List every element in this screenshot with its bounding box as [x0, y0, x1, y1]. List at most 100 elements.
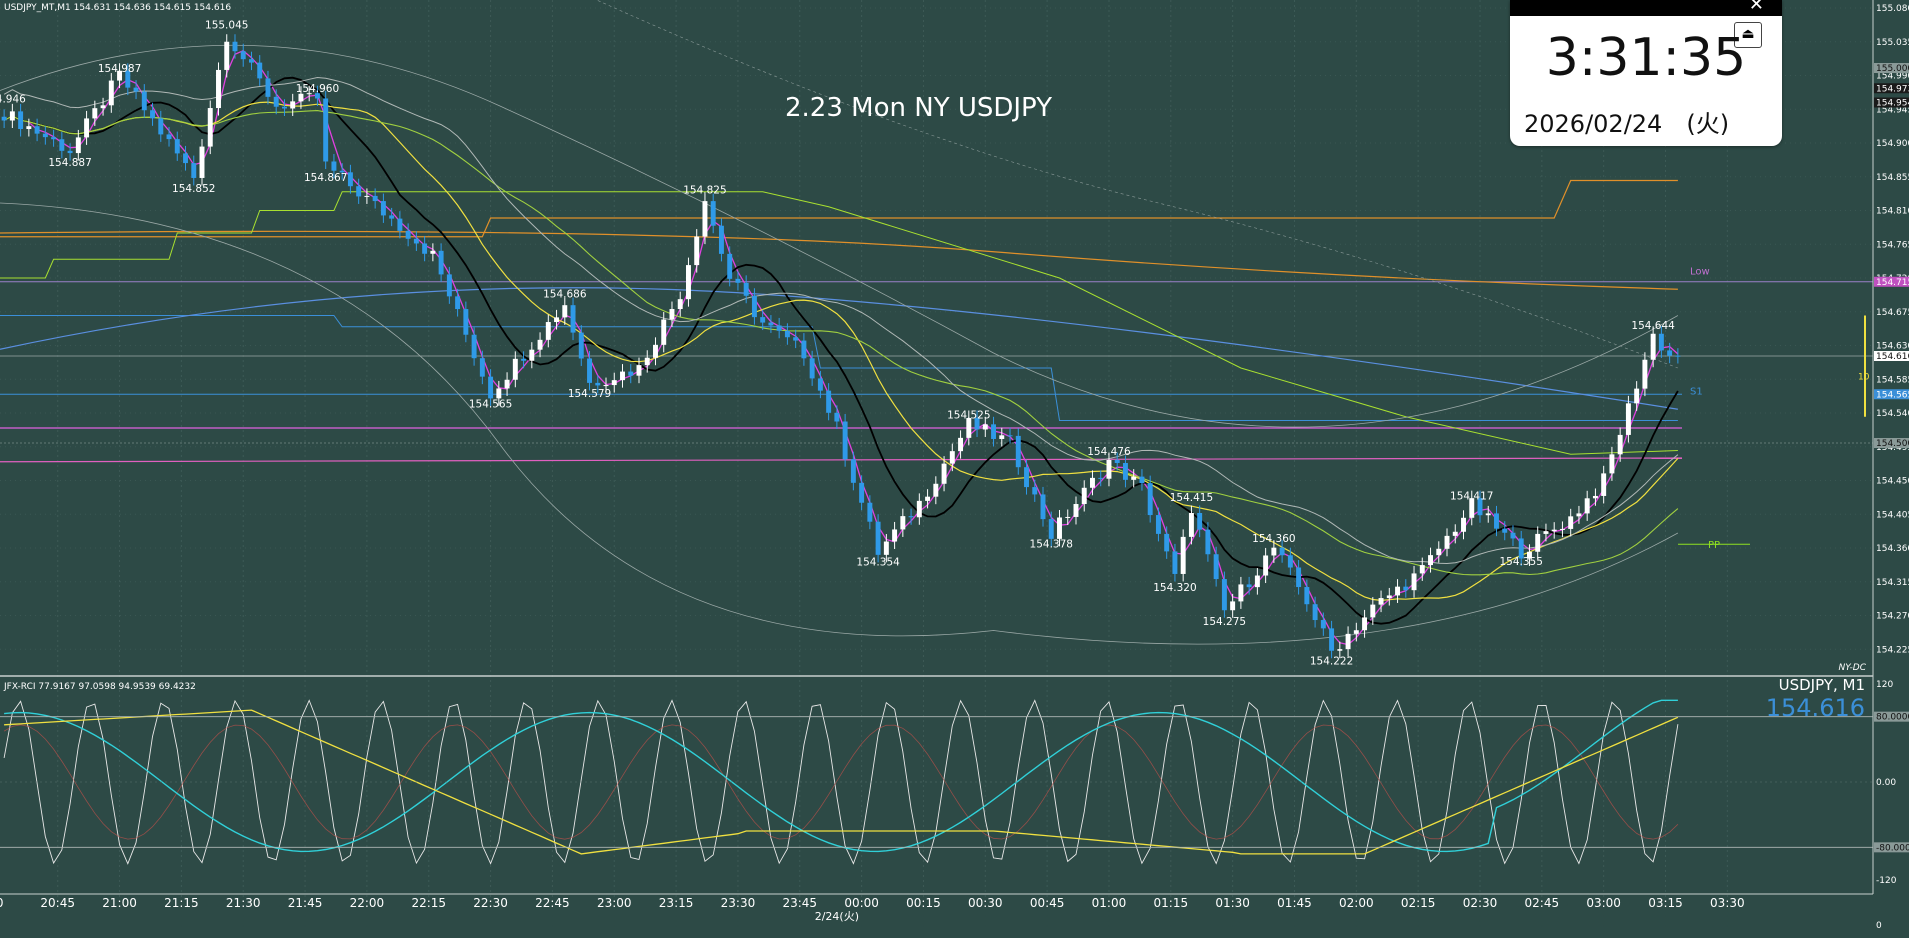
candle-body [84, 118, 90, 138]
candle-body [446, 274, 452, 297]
candle-body [1279, 547, 1285, 556]
candle-body [1213, 554, 1219, 580]
pink-level-line-lower [0, 457, 1683, 463]
candle-body [875, 521, 881, 555]
candle-body [1122, 463, 1128, 480]
price-level-lines: Low S1 PP 10 [0, 0, 1873, 645]
candle-body [892, 529, 898, 542]
candle-body [1131, 476, 1137, 480]
candle-body [611, 380, 617, 386]
candle-body [108, 80, 114, 106]
candle-body [1106, 459, 1112, 479]
candle-body [727, 253, 733, 279]
candle-body [125, 70, 131, 88]
candle-body [1370, 604, 1376, 618]
price-annotation: 154.852 [172, 183, 215, 195]
blue-ma-line [0, 287, 1678, 410]
candle-body [51, 137, 57, 140]
price-tick-label: 154.675 [1876, 308, 1909, 318]
candle-body [1428, 555, 1433, 566]
candle-body [67, 150, 73, 154]
candle-body [883, 541, 889, 555]
candle-body [982, 424, 988, 430]
candle-body [1, 116, 7, 121]
candle-body [117, 70, 123, 81]
candle-body [1221, 579, 1227, 611]
candle-body [1040, 494, 1046, 520]
candle-body [1015, 435, 1021, 468]
candle-body [1345, 633, 1351, 650]
candle-body [323, 98, 329, 162]
candle-body [521, 358, 527, 361]
candle-body [694, 236, 700, 266]
candle-body [644, 357, 650, 366]
candle-body [488, 376, 494, 399]
candle-body [1304, 587, 1310, 605]
chart-title: 2.23 Mon NY USDJPY [785, 93, 1052, 123]
candle-body [430, 250, 436, 254]
candle-body [1419, 565, 1425, 574]
orange-ma-line [0, 230, 1678, 290]
candle-body [504, 379, 510, 389]
price-tag-label: 154.973 [1876, 84, 1909, 94]
price-annotation: 154.887 [48, 157, 91, 169]
candle-body [75, 137, 81, 154]
price-annotation: 154.579 [568, 388, 611, 400]
candle-body [1469, 498, 1475, 518]
candle-body [166, 134, 172, 140]
candle-body [1617, 434, 1623, 455]
rci-cyan-line [4, 699, 1678, 853]
blue-step-line [0, 315, 1678, 421]
pivot-label: S1 [1690, 386, 1703, 397]
candle-body [265, 78, 271, 97]
candle-body [702, 201, 708, 237]
candle-body [1452, 531, 1458, 536]
candle-body [18, 111, 24, 130]
clock-widget[interactable]: ✕ ⏏ 3:31:35 2026/02/24 (火) [1510, 0, 1782, 146]
price-annotation: 154.525 [947, 409, 990, 421]
price-tag-box [1874, 389, 1909, 400]
candle-body [784, 330, 790, 338]
time-tick-label: 03:15 [1648, 896, 1683, 910]
candle-body [298, 93, 304, 102]
candle-body [661, 319, 667, 345]
price-tick-label: 154.405 [1876, 510, 1909, 520]
pin-icon[interactable]: ⏏ [1734, 22, 1762, 48]
close-icon[interactable]: ✕ [1748, 0, 1764, 15]
candle-body [1461, 517, 1466, 532]
price-annotation: 154.320 [1153, 582, 1196, 594]
candle-body [224, 41, 230, 70]
price-tag-box [1874, 97, 1909, 108]
price-annotation: 154.960 [296, 83, 339, 95]
price-tick-label: 154.450 [1876, 477, 1909, 487]
candle-body [925, 496, 931, 501]
price-annotation: 154.825 [683, 184, 726, 196]
candle-body [1609, 454, 1615, 474]
time-tick-label: 03:00 [1586, 896, 1621, 910]
price-annotation: 155.045 [205, 19, 248, 31]
candle-body [1230, 601, 1236, 611]
candle-body [133, 87, 139, 92]
candle-body [587, 358, 592, 383]
price-tick-label: 154.855 [1876, 173, 1909, 183]
candle-body [1477, 498, 1483, 516]
price-annotation: 154.686 [543, 289, 587, 301]
candle-body [1395, 586, 1401, 596]
clock-title-bar[interactable]: ✕ [1510, 0, 1782, 16]
time-tick-label: 30 [0, 896, 4, 910]
candle-body [1502, 528, 1508, 533]
price-annotation: 154.360 [1252, 533, 1295, 545]
candle-body [669, 309, 675, 320]
candle-body [1403, 586, 1409, 591]
candle-body [850, 459, 856, 483]
candle-body [1329, 628, 1335, 651]
candle-body [867, 502, 873, 522]
rci-tag-box [1874, 842, 1909, 853]
candle-body [1485, 513, 1491, 516]
time-tick-label: 00:30 [968, 896, 1003, 910]
candle-body [966, 418, 972, 438]
candle-body [1658, 333, 1664, 351]
candle-body [100, 105, 106, 109]
